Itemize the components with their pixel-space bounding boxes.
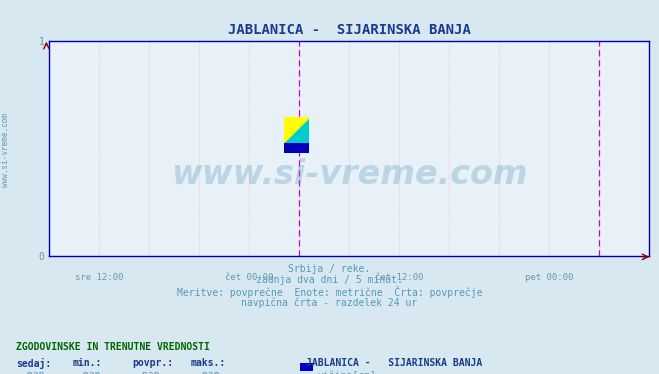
Text: sre 12:00: sre 12:00 [75, 273, 123, 282]
Text: maks.:: maks.: [191, 358, 226, 368]
Text: www.si-vreme.com: www.si-vreme.com [171, 158, 528, 191]
Text: -nan: -nan [21, 370, 45, 374]
Text: Meritve: povprečne  Enote: metrične  Črta: povprečje: Meritve: povprečne Enote: metrične Črta:… [177, 286, 482, 298]
Text: ZGODOVINSKE IN TRENUTNE VREDNOSTI: ZGODOVINSKE IN TRENUTNE VREDNOSTI [16, 342, 210, 352]
Polygon shape [285, 117, 310, 142]
Polygon shape [285, 142, 310, 153]
Text: -nan: -nan [136, 370, 160, 374]
Polygon shape [285, 117, 310, 142]
Text: sedaj:: sedaj: [16, 358, 51, 369]
Text: povpr.:: povpr.: [132, 358, 173, 368]
Text: navpična črta - razdelek 24 ur: navpična črta - razdelek 24 ur [241, 297, 418, 308]
Text: Srbija / reke.: Srbija / reke. [289, 264, 370, 274]
Title: JABLANICA -  SIJARINSKA BANJA: JABLANICA - SIJARINSKA BANJA [228, 23, 471, 37]
Text: pet 00:00: pet 00:00 [525, 273, 573, 282]
Text: min.:: min.: [72, 358, 102, 368]
Text: čet 00:00: čet 00:00 [225, 273, 273, 282]
Text: -nan: -nan [77, 370, 101, 374]
Text: zadnja dva dni / 5 minut.: zadnja dva dni / 5 minut. [256, 275, 403, 285]
Text: www.si-vreme.com: www.si-vreme.com [1, 113, 10, 187]
Text: -nan: -nan [196, 370, 219, 374]
Text: čet 12:00: čet 12:00 [375, 273, 423, 282]
Text: višina[cm]: višina[cm] [318, 370, 376, 374]
Text: JABLANICA -   SIJARINSKA BANJA: JABLANICA - SIJARINSKA BANJA [306, 358, 482, 368]
